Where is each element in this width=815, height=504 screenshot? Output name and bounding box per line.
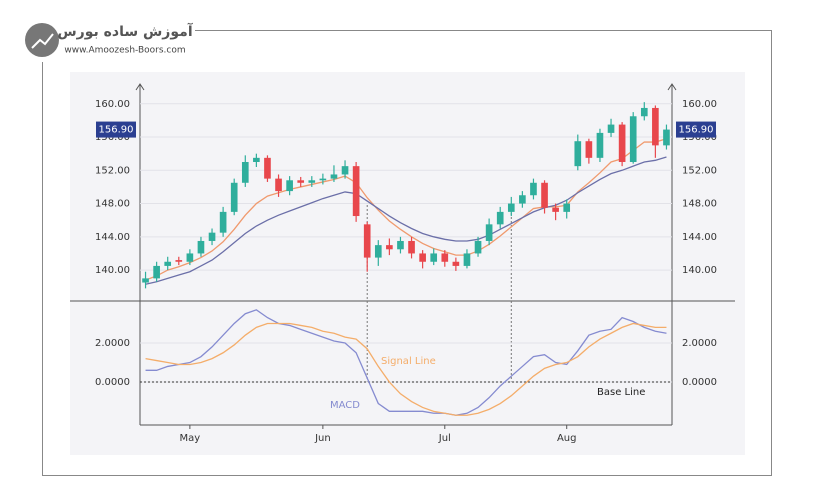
candle-body — [552, 207, 559, 212]
candle-body — [308, 180, 316, 183]
candle-body — [408, 240, 415, 254]
price-tag — [96, 121, 136, 138]
candle-body — [629, 116, 637, 162]
y-tick-label: 148.00 — [682, 199, 717, 210]
candle-body — [640, 107, 648, 117]
candle-body — [197, 240, 205, 254]
logo-title: آموزش ساده بورس — [57, 22, 193, 40]
candle-body — [485, 224, 493, 241]
candle-body — [253, 157, 260, 162]
baseline-label: Base Line — [597, 387, 645, 398]
candle-body — [341, 166, 349, 175]
candle-body — [241, 161, 249, 183]
candle-body — [186, 253, 194, 262]
candle-body — [397, 240, 404, 250]
logo-arrow — [31, 33, 54, 49]
series-label: Signal Line — [381, 356, 436, 367]
candle-body — [607, 124, 615, 133]
y-tick-label: 160.00 — [682, 99, 717, 110]
x-tick-label: Jul — [438, 433, 451, 444]
y-tick-label: 160.00 — [95, 99, 130, 110]
candle-body — [286, 180, 293, 192]
x-tick-label: Jun — [314, 433, 331, 444]
candle-body — [441, 253, 449, 262]
candle-body — [419, 253, 426, 262]
y-tick-label: 0.0000 — [95, 377, 130, 388]
candle-body — [530, 182, 537, 196]
candle-body — [297, 180, 305, 183]
series-line — [145, 322, 667, 416]
candle-body — [153, 265, 160, 279]
candle-body — [352, 166, 360, 217]
logo-url: www.Amoozesh-Boors.com — [64, 46, 185, 56]
y-tick-label: 148.00 — [95, 199, 130, 210]
candle-body — [596, 132, 604, 158]
candle-body — [519, 195, 526, 204]
candle-body — [319, 178, 327, 181]
candle-body — [452, 261, 460, 266]
y-tick-label: 144.00 — [682, 232, 717, 243]
series-label: MACD — [330, 400, 360, 411]
candle-body — [386, 245, 393, 250]
candle-body — [219, 211, 227, 233]
price-tag-label: 156.90 — [679, 125, 714, 136]
moving-average — [145, 156, 667, 285]
frame — [42, 30, 772, 476]
y-tick-label: 152.00 — [682, 165, 717, 176]
candle-body — [142, 278, 149, 283]
x-tick-label: May — [180, 433, 201, 444]
y-tick-label: 0.0000 — [682, 377, 717, 388]
candle-body — [585, 141, 593, 158]
candle-body — [164, 261, 172, 266]
y-tick-label: 140.00 — [682, 265, 717, 276]
candle-body — [563, 203, 571, 212]
y-tick-label: 140.00 — [95, 265, 130, 276]
candle-body — [663, 129, 670, 146]
moving-average — [145, 138, 667, 281]
candle-body — [264, 157, 271, 179]
axis-arrow — [667, 83, 677, 91]
candle-body — [496, 211, 504, 225]
candle-body — [374, 245, 382, 258]
candle-body — [507, 203, 515, 212]
candle-body — [652, 107, 659, 146]
candle-body — [208, 232, 216, 241]
candle-body — [618, 124, 626, 162]
candle-body — [574, 141, 582, 167]
candle-body — [330, 174, 338, 179]
candle-body — [230, 182, 238, 212]
x-tick-label: Aug — [557, 433, 577, 444]
candle-body — [175, 260, 183, 262]
candle-body — [363, 224, 371, 258]
series-line — [145, 309, 667, 416]
price-tag — [676, 121, 716, 138]
candle-body — [275, 178, 282, 192]
candle-body — [430, 253, 438, 262]
y-tick-label: 144.00 — [95, 232, 130, 243]
candle-body — [474, 240, 482, 254]
price-tag-label: 156.90 — [99, 125, 134, 136]
candle-body — [541, 182, 548, 208]
logo-icon — [25, 23, 59, 57]
y-tick-label: 152.00 — [95, 165, 130, 176]
y-tick-label: 2.0000 — [95, 338, 130, 349]
axis-arrow — [135, 83, 145, 91]
candle-body — [463, 253, 471, 266]
y-tick-label: 2.0000 — [682, 338, 717, 349]
